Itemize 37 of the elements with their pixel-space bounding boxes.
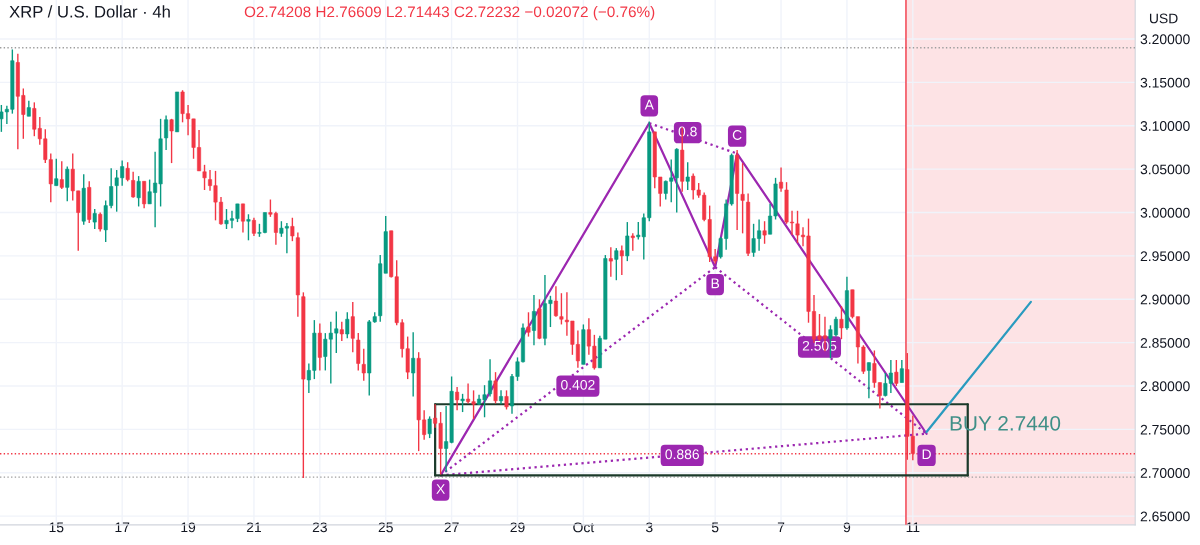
- x-tick-label: Oct: [573, 522, 595, 533]
- annotation: A: [644, 99, 654, 110]
- x-tick-label: 25: [378, 522, 393, 533]
- annotation: 0.402: [561, 379, 595, 390]
- y-tick-label: 2.80000: [1140, 381, 1190, 392]
- y-tick-label: 3.10000: [1140, 121, 1190, 131]
- x-tick-label: 19: [181, 522, 196, 533]
- x-tick-label: 11: [906, 522, 920, 533]
- x-tick-label: 9: [843, 522, 851, 533]
- y-tick-label: 2.95000: [1140, 251, 1190, 262]
- y-tick-label: 3.15000: [1140, 77, 1190, 88]
- annotation: C: [732, 130, 742, 140]
- y-tick-label: 2.65000: [1140, 511, 1190, 522]
- annotation: D: [922, 449, 931, 460]
- x-tick-label: 27: [444, 522, 459, 533]
- y-axis-title: USD: [1149, 13, 1178, 24]
- x-tick-label: 7: [777, 522, 785, 533]
- x-tick-label: 15: [49, 522, 64, 533]
- chart-subtitle: O2.74208 H2.76609 L2.71443 C2.72232 −0.02072 (−0.76%): [244, 6, 655, 21]
- x-tick-label: 3: [645, 522, 653, 533]
- y-tick-label: 2.70000: [1140, 468, 1190, 478]
- chart-title: XRP / U.S. Dollar · 4h: [9, 5, 170, 18]
- x-tick-label: 21: [246, 522, 261, 533]
- x-tick-label: 29: [510, 522, 525, 533]
- annotation: B: [711, 278, 720, 289]
- x-tick-label: 23: [312, 522, 327, 533]
- y-tick-label: 3.00000: [1140, 207, 1190, 218]
- annotation: 0.886: [665, 449, 699, 460]
- y-tick-label: 3.05000: [1140, 164, 1190, 175]
- annotation: X: [436, 484, 445, 494]
- annotation: 0.8: [678, 126, 697, 137]
- x-tick-label: 5: [711, 522, 719, 533]
- y-tick-label: 2.85000: [1140, 338, 1190, 348]
- y-tick-label: 2.90000: [1140, 294, 1190, 305]
- y-tick-label: 2.75000: [1140, 424, 1190, 435]
- y-tick-label: 3.20000: [1140, 34, 1190, 45]
- x-tick-label: 17: [115, 522, 130, 533]
